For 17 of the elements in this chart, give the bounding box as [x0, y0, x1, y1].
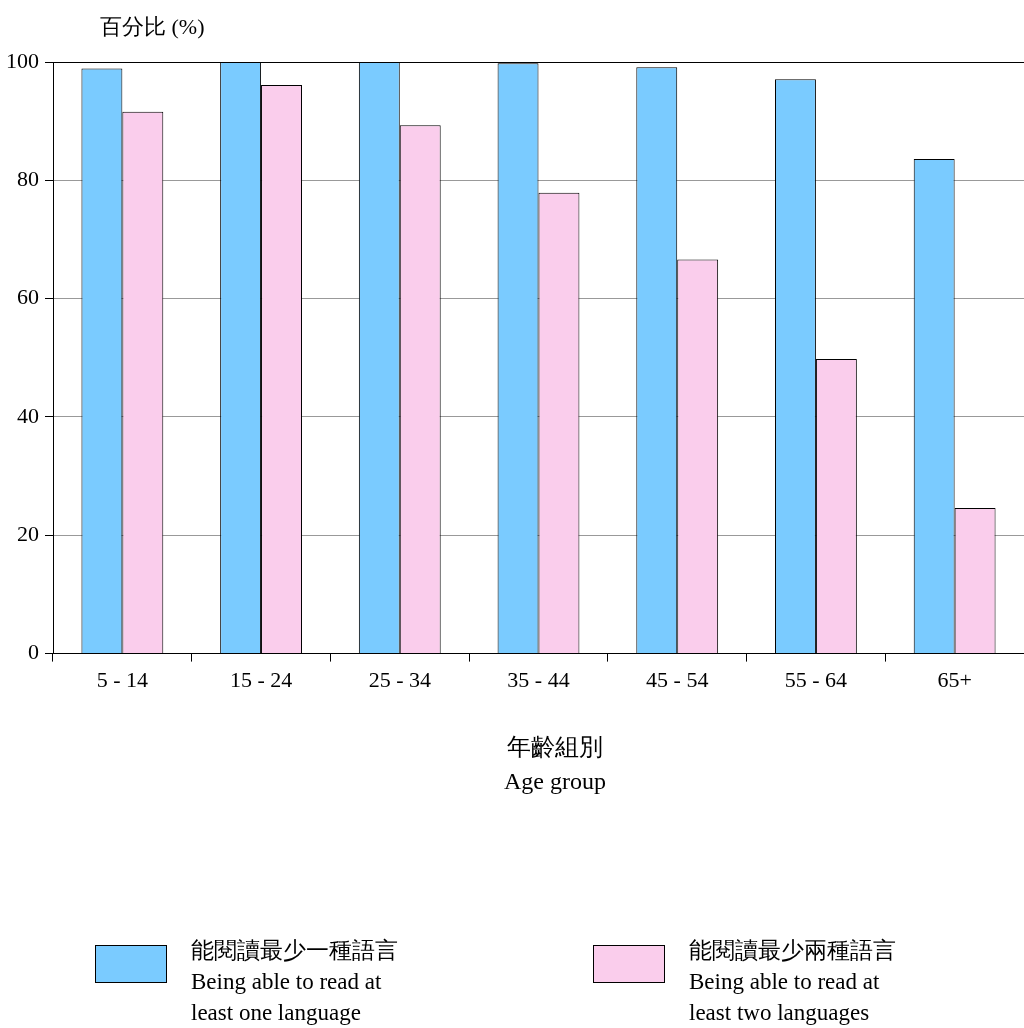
legend-label: 能閱讀最少一種語言 Being able to read at least one language — [191, 937, 398, 1027]
legend-label: 能閱讀最少兩種語言 Being able to read at least two languages — [689, 937, 896, 1027]
x-tick-label: 15 - 24 — [229, 666, 293, 692]
x-axis-title: 年齡組別 Age group — [503, 733, 607, 796]
y-tick-label: 0 — [28, 639, 39, 665]
y-tick-label: 20 — [17, 521, 39, 547]
x-tick-label: 5 - 14 — [96, 666, 149, 692]
x-tick-label: 45 - 54 — [646, 666, 709, 692]
y-axis-title: 百分比 (%) — [100, 13, 205, 41]
x-tick-label: 55 - 64 — [784, 666, 848, 692]
x-tick-label: 25 - 34 — [368, 666, 431, 692]
y-tick-label: 100 — [6, 47, 39, 73]
x-tick-label: 35 - 44 — [507, 666, 570, 692]
x-tick-label: 65+ — [937, 666, 972, 692]
y-tick-label: 80 — [17, 166, 39, 192]
y-tick-label: 60 — [17, 284, 39, 310]
y-tick-label: 40 — [17, 402, 39, 428]
